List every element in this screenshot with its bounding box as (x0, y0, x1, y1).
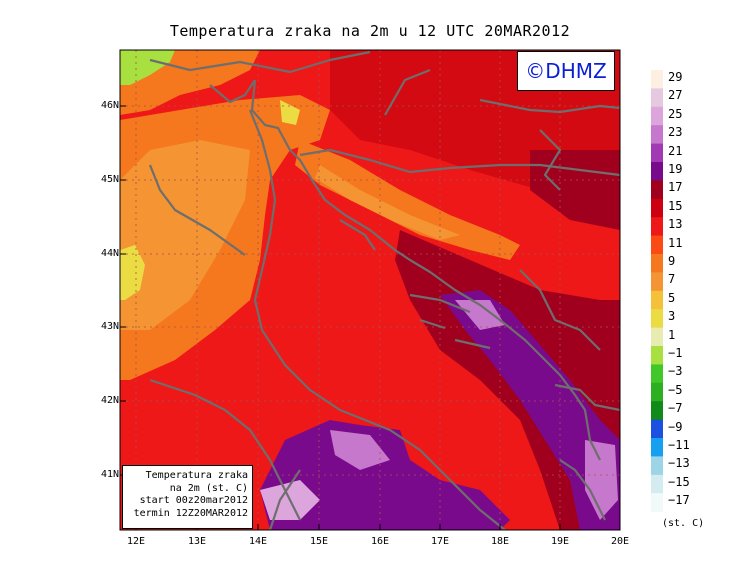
info-line-units: na 2m (st. C) (169, 482, 248, 494)
colorbar-swatch (651, 493, 663, 512)
colorbar-label: 29 (668, 70, 683, 84)
lat-label-44n: 44N (100, 248, 119, 259)
map-frame (119, 49, 621, 531)
colorbar-label: −5 (668, 382, 683, 397)
info-box: Temperatura zraka na 2m (st. C) start 00… (122, 465, 253, 529)
colorbar-label: 27 (668, 88, 683, 103)
lon-label-12e: 12E (126, 536, 146, 547)
field-istria-yellow (280, 100, 300, 125)
colorbar-label: 9 (668, 254, 676, 268)
field-italy-coast (120, 140, 250, 330)
lat-label-41n: 41N (100, 469, 119, 480)
lat-label-45n: 45N (100, 174, 119, 185)
colorbar-swatch (651, 235, 663, 255)
colorbar-swatch (651, 309, 663, 328)
dhmz-copyright: ©DHMZ (517, 51, 615, 91)
colorbar-label: 15 (668, 198, 683, 213)
colorbar-label: 21 (668, 143, 683, 158)
field-dinaric (295, 140, 520, 260)
colorbar-swatch (651, 106, 663, 126)
lon-label-19e: 19E (550, 536, 570, 547)
coastlines (148, 50, 620, 530)
colorbar-label: 13 (668, 217, 683, 232)
field-dinaric-inner (315, 165, 460, 240)
colorbar-label: −9 (668, 419, 683, 434)
lon-label-18e: 18E (490, 536, 510, 547)
colorbar-swatch (651, 88, 663, 108)
colorbar-label: 3 (668, 309, 676, 324)
info-line-start: start 00z20mar2012 (139, 495, 248, 506)
colorbar-units: (st. C) (662, 518, 705, 529)
colorbar-swatch (651, 254, 663, 273)
colorbar (651, 70, 663, 512)
field-dalmatia-pink (455, 300, 505, 330)
field-alps-cold (120, 50, 175, 85)
colorbar-swatch (651, 180, 663, 200)
colorbar-label: −17 (668, 493, 690, 508)
lon-label-14e: 14E (248, 536, 268, 547)
colorbar-label: 11 (668, 235, 683, 250)
colorbar-swatch (651, 419, 663, 439)
field-gargano-pink (330, 430, 390, 470)
map-title: Temperatura zraka na 2m u 12 UTC 20MAR20… (169, 22, 571, 40)
temperature-field (120, 50, 620, 530)
lon-label-15e: 15E (309, 536, 329, 547)
colorbar-swatch (651, 346, 663, 365)
colorbar-swatch (651, 401, 663, 420)
colorbar-label: 23 (668, 125, 683, 140)
colorbar-label: 19 (668, 162, 683, 176)
field-italy-yellow (120, 245, 145, 300)
info-line-variable: Temperatura zraka (145, 470, 248, 481)
colorbar-swatch (651, 198, 663, 218)
colorbar-swatch (651, 290, 663, 310)
field-slavonia-dark (530, 150, 620, 230)
colorbar-label: −15 (668, 474, 690, 489)
colorbar-label: −3 (668, 364, 683, 379)
colorbar-label: −7 (668, 401, 683, 416)
colorbar-label: 25 (668, 106, 683, 121)
colorbar-label: −13 (668, 456, 690, 471)
info-line-termin: termin 12Z20MAR2012 (133, 507, 248, 519)
colorbar-swatch (651, 70, 663, 89)
lon-label-20e: 20E (610, 536, 630, 547)
lat-label-42n: 42N (100, 395, 119, 406)
colorbar-label: 1 (668, 327, 676, 342)
lat-label-46n: 46N (100, 100, 119, 111)
lon-label-16e: 16E (370, 536, 390, 547)
colorbar-label: −1 (668, 346, 683, 360)
colorbar-swatch (651, 162, 663, 181)
colorbar-swatch (651, 143, 663, 163)
colorbar-swatch (651, 456, 663, 476)
colorbar-swatch (651, 382, 663, 402)
colorbar-swatch (651, 474, 663, 494)
colorbar-label: −11 (668, 438, 690, 452)
lon-label-17e: 17E (430, 536, 450, 547)
field-albania-pink (585, 440, 618, 520)
colorbar-label: 5 (668, 290, 676, 305)
colorbar-swatch (651, 217, 663, 236)
colorbar-label: 17 (668, 180, 683, 195)
lon-label-13e: 13E (187, 536, 207, 547)
colorbar-swatch (651, 364, 663, 384)
colorbar-swatch (651, 272, 663, 292)
colorbar-swatch (651, 438, 663, 457)
colorbar-swatch (651, 125, 663, 144)
lat-label-43n: 43N (100, 321, 119, 332)
colorbar-label: 7 (668, 272, 676, 287)
colorbar-swatch (651, 327, 663, 347)
